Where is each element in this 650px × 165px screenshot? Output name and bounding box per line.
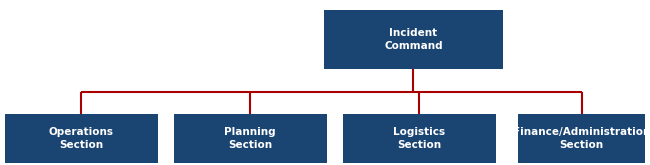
Text: Incident
Command: Incident Command: [384, 28, 443, 51]
FancyBboxPatch shape: [5, 114, 157, 163]
FancyBboxPatch shape: [324, 10, 503, 69]
FancyBboxPatch shape: [174, 114, 326, 163]
FancyBboxPatch shape: [519, 114, 645, 163]
Text: Finance/Administration
Section: Finance/Administration Section: [513, 127, 650, 150]
Text: Planning
Section: Planning Section: [224, 127, 276, 150]
FancyBboxPatch shape: [343, 114, 496, 163]
Text: Operations
Section: Operations Section: [49, 127, 114, 150]
Text: Logistics
Section: Logistics Section: [393, 127, 445, 150]
